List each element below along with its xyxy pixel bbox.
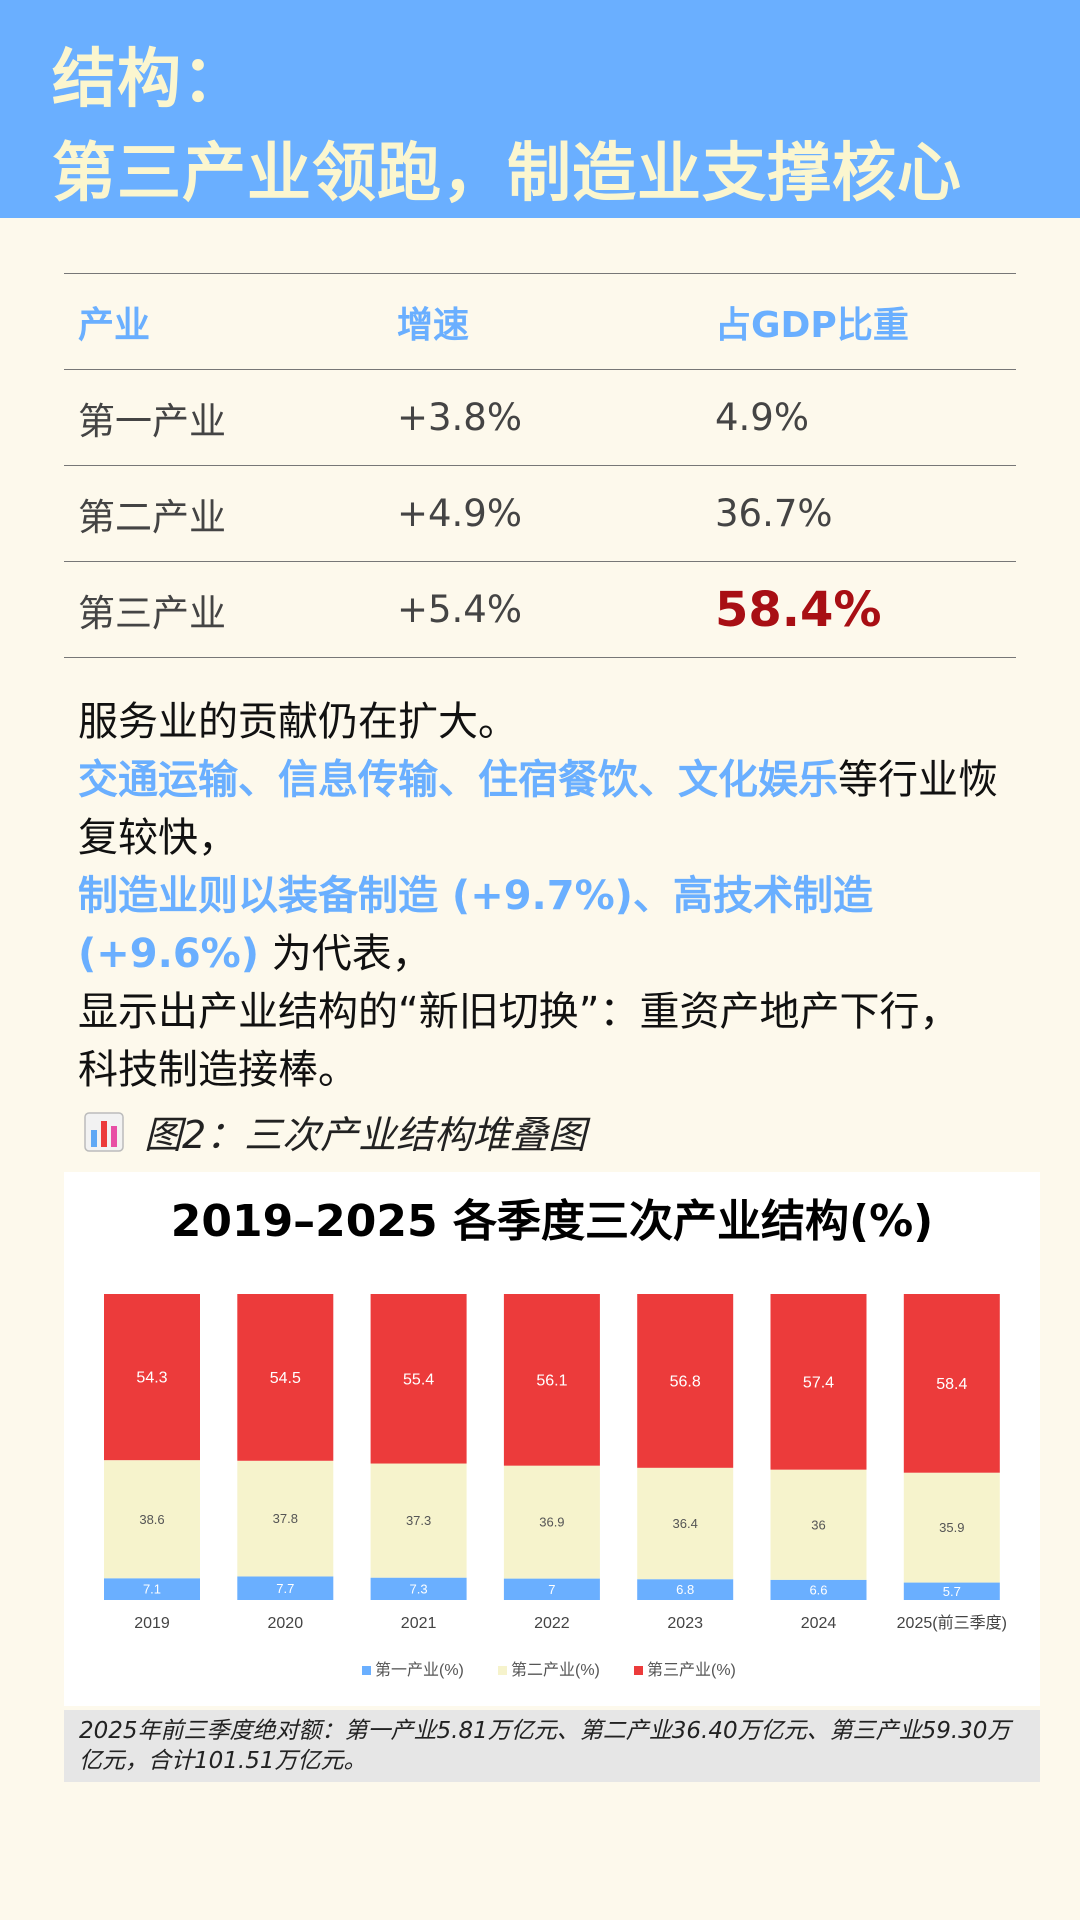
bar-segment <box>104 1460 200 1579</box>
bar-segment <box>370 1294 467 1464</box>
bar-segment <box>903 1582 1000 1600</box>
table-cell: 第一产业 <box>78 399 226 443</box>
legend-label: 第三产业(%) <box>647 1661 736 1679</box>
bar-segment <box>237 1460 334 1577</box>
x-tick-label: 2022 <box>534 1615 570 1632</box>
bar-segment <box>770 1579 867 1600</box>
data-label: 54.3 <box>136 1370 167 1387</box>
bar-segment <box>503 1578 600 1600</box>
highlight-text: 交通运输、信息传输、住宿餐饮、文化娱乐 <box>78 757 838 803</box>
text-line: (+9.6%) 为代表， <box>78 925 1018 983</box>
header-banner: 结构： 第三产业领跑，制造业支撑核心 <box>0 0 1080 218</box>
bar-segment <box>237 1294 334 1461</box>
table-cell: +5.4% <box>397 588 523 631</box>
legend-swatch <box>498 1666 507 1675</box>
data-label: 5.7 <box>943 1584 961 1599</box>
text-span: 为代表， <box>259 931 432 977</box>
table-header-row: 产业 增速 占GDP比重 <box>64 273 1016 369</box>
x-tick-label: 2019 <box>134 1615 170 1632</box>
page-title-line2: 第三产业领跑，制造业支撑核心 <box>52 137 962 211</box>
chart-title: 2019–2025 各季度三次产业结构(%) <box>171 1196 934 1247</box>
footnote-text: 2025年前三季度绝对额：第一产业5.81万亿元、第二产业36.40万亿元、第三… <box>79 1718 1011 1774</box>
text-line: 显示出产业结构的“新旧切换”：重资产地产下行， <box>78 989 960 1035</box>
bar-segment <box>637 1294 734 1468</box>
bar-segment <box>903 1472 1000 1583</box>
data-label: 7.1 <box>143 1582 161 1597</box>
legend-swatch <box>634 1666 643 1675</box>
bar-segment <box>503 1465 600 1579</box>
table-row: 第二产业 +4.9% 36.7% <box>64 465 1016 561</box>
figure-caption-text: 图2：三次产业结构堆叠图 <box>144 1113 587 1157</box>
industry-table: 产业 增速 占GDP比重 第一产业 +3.8% 4.9% 第二产业 +4.9% … <box>64 273 1016 658</box>
x-tick-label: 2025(前三季度) <box>897 1614 1007 1632</box>
data-label: 6.6 <box>809 1582 827 1597</box>
body-paragraph: 服务业的贡献仍在扩大。 交通运输、信息传输、住宿餐饮、文化娱乐等行业恢 复较快，… <box>78 693 1018 1099</box>
data-label: 36 <box>811 1517 825 1532</box>
legend-label: 第二产业(%) <box>511 1661 600 1679</box>
data-label: 7.3 <box>410 1581 428 1596</box>
data-label: 36.9 <box>539 1515 564 1530</box>
bar-segment <box>903 1294 1000 1473</box>
table-row: 第三产业 +5.4% 58.4% <box>64 561 1016 658</box>
bar-chart-icon <box>84 1111 124 1152</box>
text-line: 交通运输、信息传输、住宿餐饮、文化娱乐等行业恢 <box>78 751 1018 809</box>
legend-label: 第一产业(%) <box>375 1661 464 1679</box>
table-cell: 36.7% <box>715 492 833 535</box>
table-row: 第一产业 +3.8% 4.9% <box>64 369 1016 465</box>
stacked-bar-chart: 2019–2025 各季度三次产业结构(%) 7.1 38.6 54.3 2019 7.7… <box>64 1172 1040 1706</box>
text-line: 复较快， <box>78 815 238 861</box>
bar-segment <box>237 1576 334 1600</box>
data-label: 37.3 <box>406 1513 431 1528</box>
table-cell: 4.9% <box>715 396 809 439</box>
table-header-cell: 增速 <box>397 304 470 346</box>
data-label: 7 <box>548 1582 555 1597</box>
highlight-value: 58.4% <box>715 581 882 638</box>
x-tick-label: 2020 <box>268 1615 304 1632</box>
bar-segment <box>370 1577 467 1600</box>
text-line: 制造业则以装备制造 (+9.7%)、高技术制造 <box>78 873 873 919</box>
data-label: 55.4 <box>403 1371 434 1388</box>
legend-swatch <box>362 1666 371 1675</box>
text-span: 等行业恢 <box>838 757 998 803</box>
bar-segment <box>770 1469 867 1580</box>
bar-segment <box>104 1578 200 1600</box>
table-cell: +4.9% <box>397 492 523 535</box>
bar-segment <box>104 1294 200 1461</box>
data-label: 38.6 <box>139 1512 164 1527</box>
bar-segment <box>770 1294 867 1470</box>
data-label: 6.8 <box>676 1582 694 1597</box>
data-label: 35.9 <box>939 1520 964 1535</box>
data-label: 37.8 <box>273 1511 298 1526</box>
data-label: 54.5 <box>270 1370 301 1387</box>
figure-caption: 图2：三次产业结构堆叠图 <box>84 1104 586 1159</box>
data-label: 58.4 <box>936 1376 967 1393</box>
table-cell: 第三产业 <box>78 591 226 635</box>
bar-segment <box>370 1463 467 1578</box>
highlight-text: (+9.6%) <box>78 931 260 977</box>
x-tick-label: 2024 <box>801 1615 837 1632</box>
table-header-cell: 占GDP比重 <box>715 304 909 346</box>
data-label: 57.4 <box>803 1374 834 1391</box>
bar-segment <box>503 1294 600 1466</box>
chart-canvas: 2019–2025 各季度三次产业结构(%) 7.1 38.6 54.3 2019 7.7… <box>104 1196 1007 1679</box>
footnote: 2025年前三季度绝对额：第一产业5.81万亿元、第二产业36.40万亿元、第三… <box>64 1710 1040 1782</box>
table-cell: 第二产业 <box>78 495 226 539</box>
bar-segment <box>637 1579 734 1600</box>
x-tick-label: 2021 <box>401 1615 437 1632</box>
data-label: 7.7 <box>276 1581 294 1596</box>
table-header-cell: 产业 <box>78 304 151 346</box>
table-cell: +3.8% <box>397 396 523 439</box>
data-label: 56.8 <box>670 1374 701 1391</box>
text-line: 服务业的贡献仍在扩大。 <box>78 699 518 745</box>
text-line: 科技制造接棒。 <box>78 1047 358 1093</box>
page-title-line1: 结构： <box>52 43 247 117</box>
x-tick-label: 2023 <box>667 1615 703 1632</box>
bar-segment <box>637 1467 734 1580</box>
data-label: 56.1 <box>536 1372 567 1389</box>
data-label: 36.4 <box>673 1516 698 1531</box>
